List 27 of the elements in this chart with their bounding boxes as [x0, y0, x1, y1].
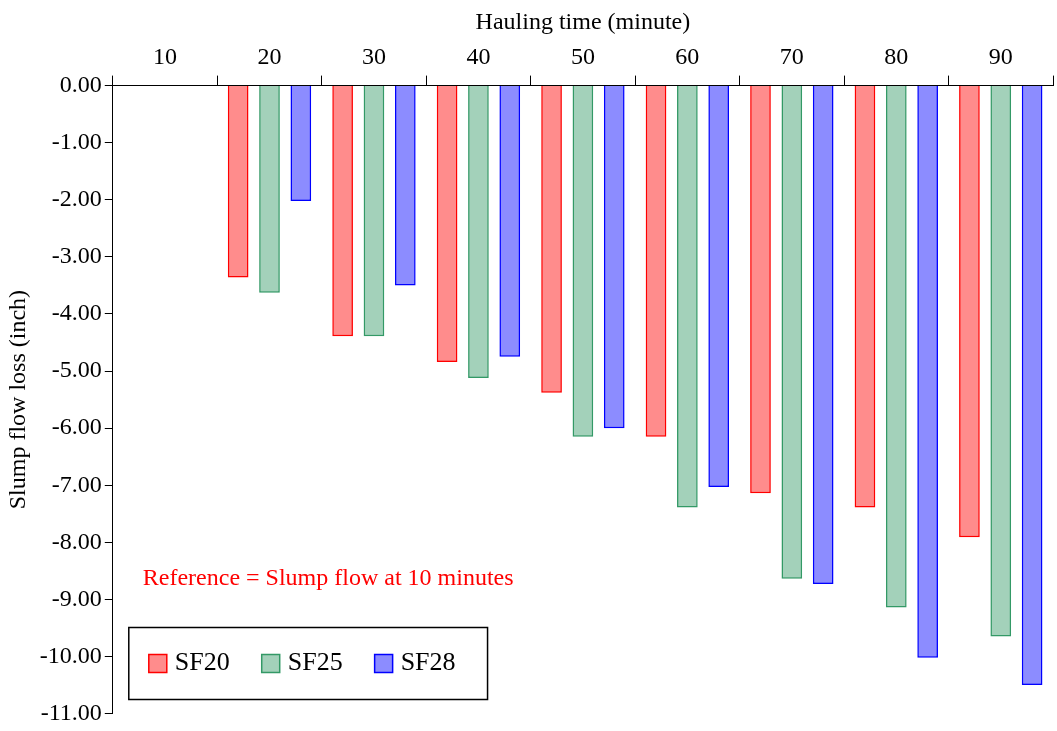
- y-tick-label: -4.00: [51, 299, 102, 326]
- x-tick-label: 60: [675, 43, 700, 70]
- annotation: Reference = Slump flow at 10 minutes: [142, 563, 514, 590]
- legend-label: SF25: [287, 647, 343, 677]
- y-tick-label: -6.00: [51, 413, 102, 440]
- y-tick-label: -8.00: [51, 527, 102, 554]
- y-axis-title: Slump flow loss (inch): [3, 289, 30, 510]
- y-tick-label: -1.00: [51, 127, 102, 154]
- legend-label: SF20: [174, 647, 230, 677]
- y-tick-label: -5.00: [51, 356, 102, 383]
- y-tick-label: 0.00: [59, 70, 102, 97]
- x-tick-label: 30: [361, 43, 386, 70]
- y-tick-label: -3.00: [51, 242, 102, 269]
- y-tick-label: -11.00: [40, 698, 102, 725]
- y-tick-label: -7.00: [51, 470, 102, 497]
- x-tick-label: 50: [570, 43, 595, 70]
- x-tick-label: 20: [257, 43, 282, 70]
- y-tick-label: -2.00: [51, 185, 102, 212]
- x-tick-label: 80: [884, 43, 909, 70]
- x-tick-label: 90: [988, 43, 1013, 70]
- x-tick-label: 10: [153, 43, 178, 70]
- legend-label: SF28: [400, 647, 456, 677]
- y-tick-label: -9.00: [51, 584, 102, 611]
- y-tick-label: -10.00: [39, 641, 102, 668]
- x-axis-title: Hauling time (minute): [475, 7, 691, 34]
- x-tick-label: 40: [466, 43, 491, 70]
- x-tick-label: 70: [779, 43, 804, 70]
